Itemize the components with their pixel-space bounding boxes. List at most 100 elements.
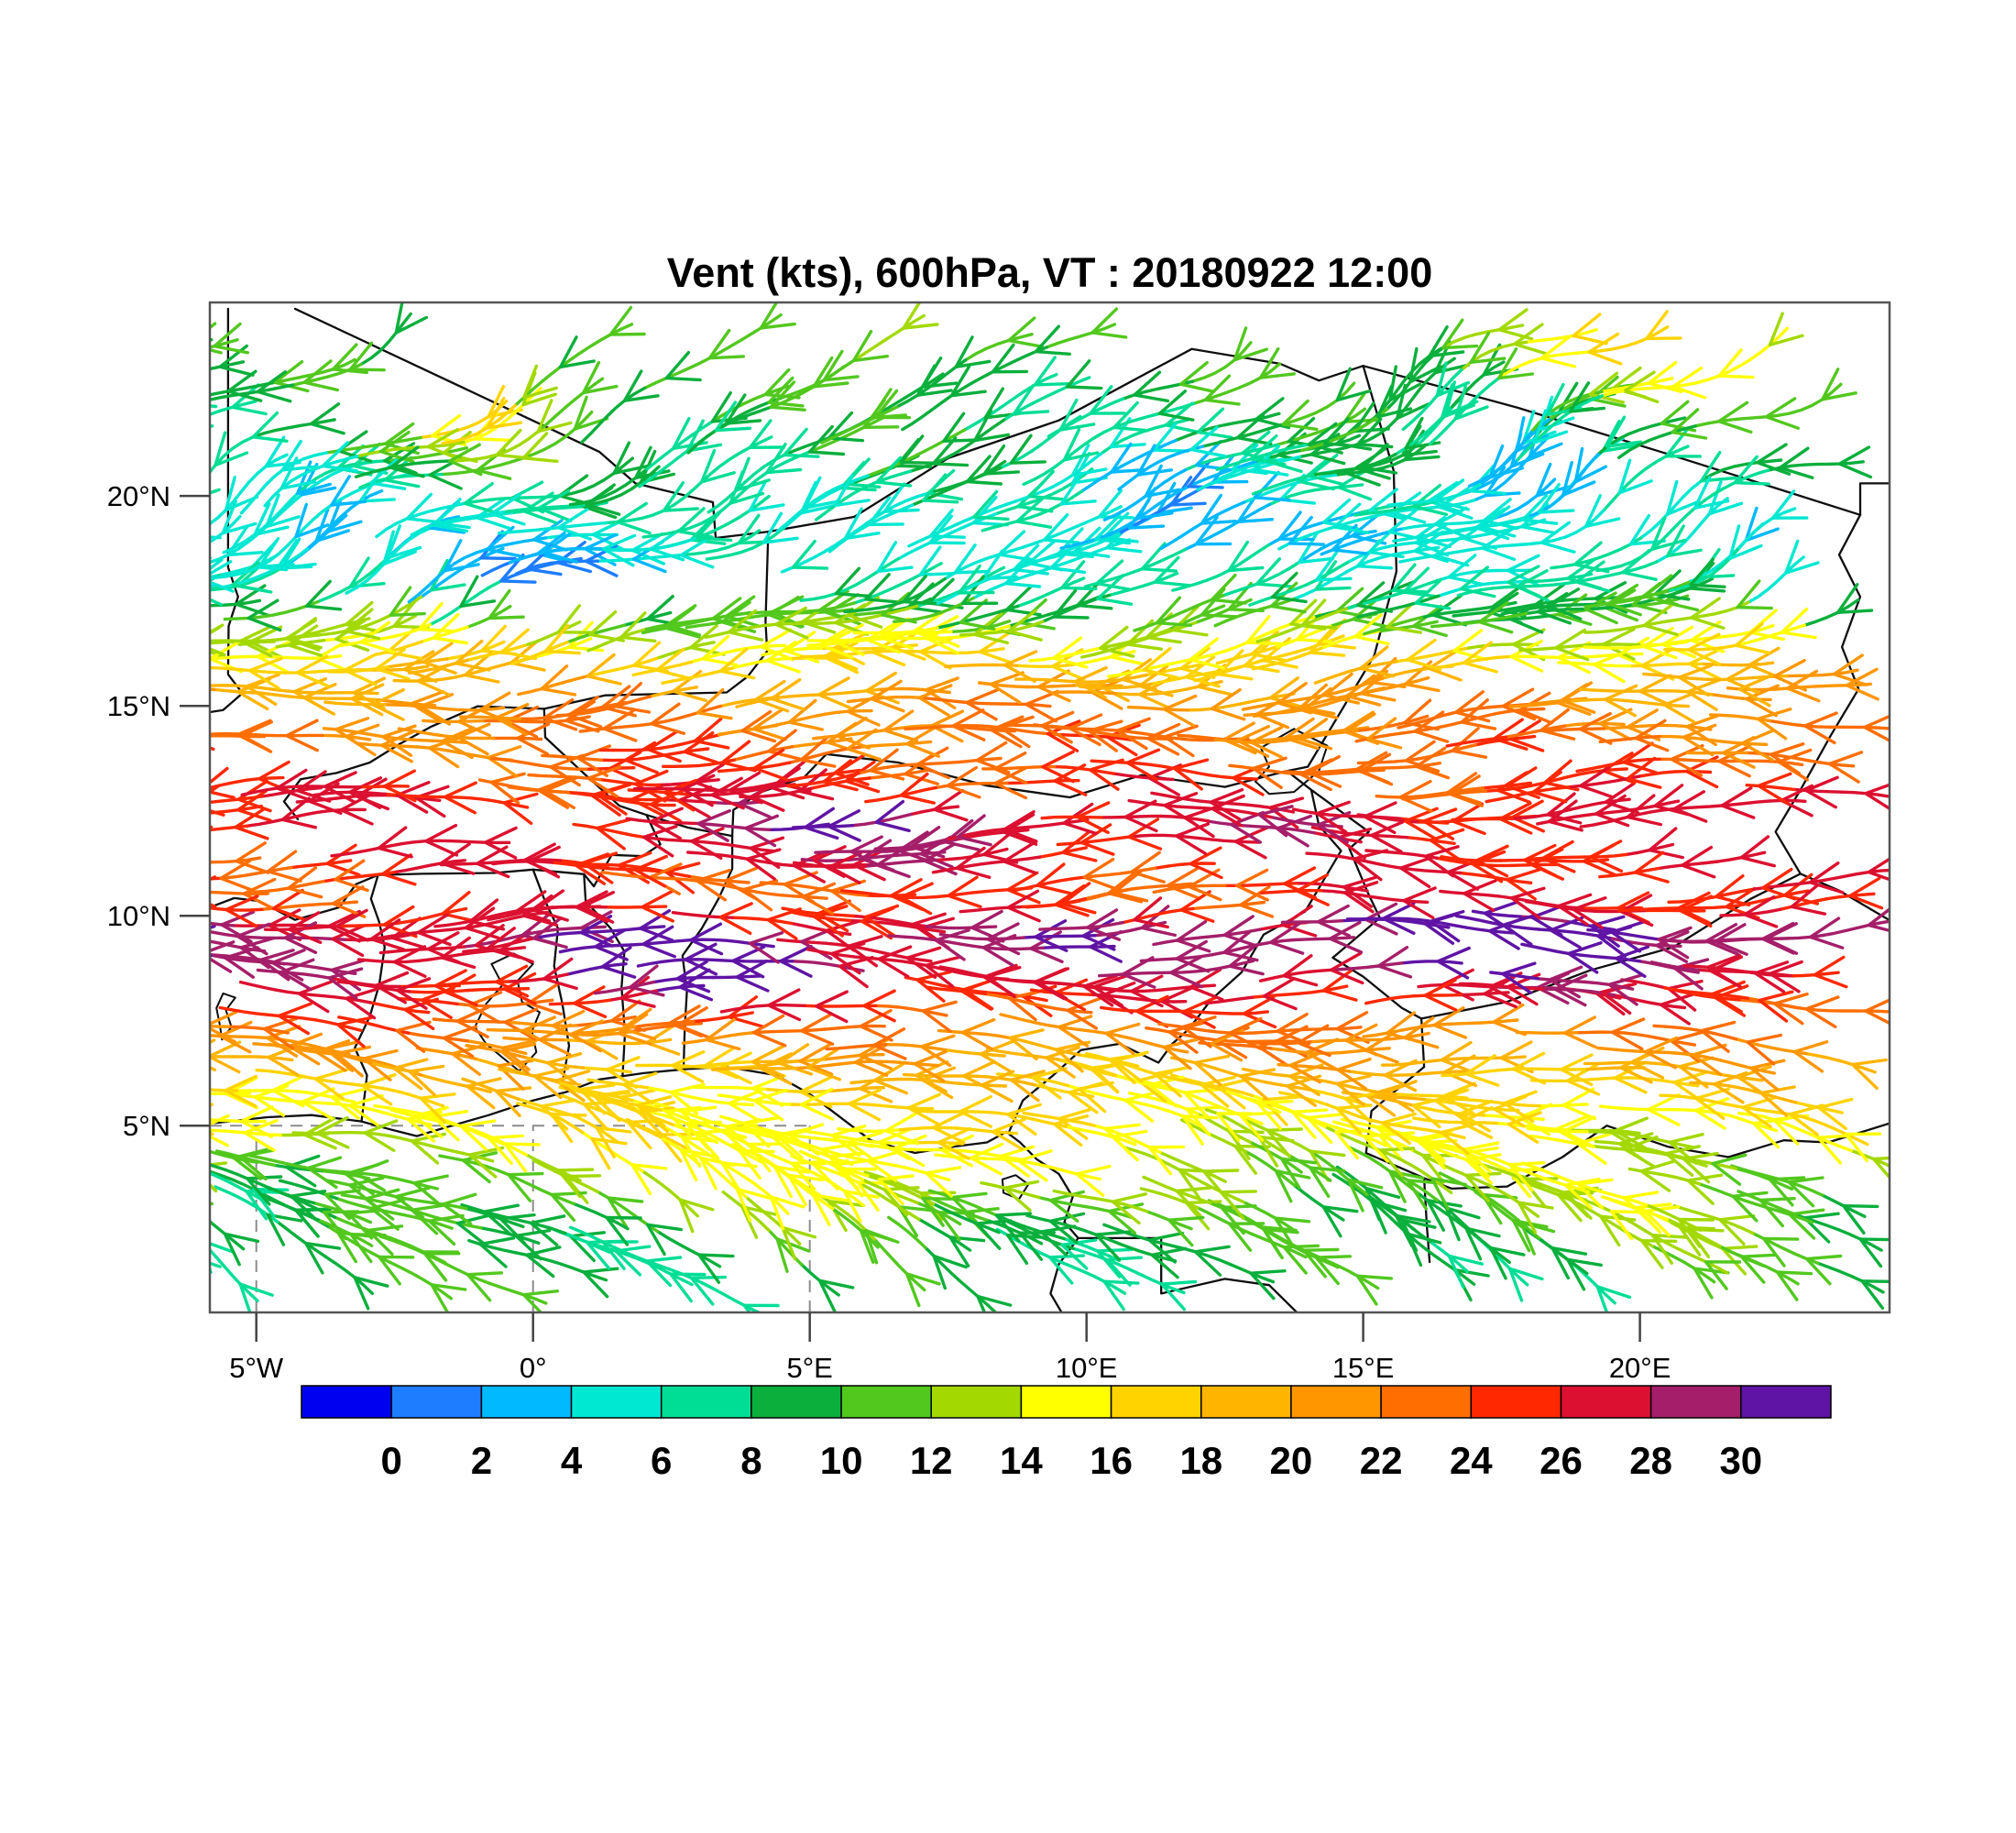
barb-chevron — [955, 846, 992, 879]
barb-chevron — [210, 1134, 212, 1137]
barb-chevron — [1507, 1161, 1546, 1192]
barb-chevron — [529, 1214, 566, 1246]
wind-barb — [1362, 1003, 1527, 1044]
barb-chevron — [169, 1089, 200, 1118]
wind-barb — [441, 305, 646, 445]
wind-barb — [1442, 1087, 1596, 1124]
barb-chevron — [363, 1119, 399, 1152]
barb-chevron — [334, 717, 370, 750]
barb-chevron — [1342, 875, 1378, 908]
barb-chevron — [148, 435, 179, 468]
wind-barb — [1300, 308, 1534, 453]
wind-barb — [1672, 1204, 1890, 1310]
barb-chevron — [1350, 512, 1387, 545]
barb-chevron — [304, 1241, 342, 1275]
barb-chevron — [1315, 800, 1351, 834]
barb-chevron — [90, 404, 120, 437]
barb-chevron — [1256, 1099, 1294, 1131]
barb-chevron — [1110, 442, 1147, 474]
barb-chevron — [330, 475, 367, 507]
barb-chevron — [924, 955, 961, 988]
barb-chevron — [1595, 1285, 1632, 1312]
barb-chevron — [846, 728, 882, 762]
barb-chevron — [1343, 1023, 1378, 1057]
barb-chevron — [81, 805, 112, 834]
barb-chevron — [111, 644, 143, 674]
barb-chevron — [367, 1224, 404, 1257]
barb-chevron — [1788, 1208, 1825, 1240]
barb-chevron — [210, 825, 214, 829]
barb-chevron — [1227, 581, 1265, 612]
barb-chevron — [1142, 646, 1178, 679]
barb-chevron — [521, 1015, 556, 1049]
barb-chevron — [1509, 640, 1544, 673]
wind-barb — [408, 604, 594, 675]
wind-barb — [1382, 1125, 1601, 1210]
barb-chevron — [1189, 425, 1226, 458]
barb-chevron — [1352, 596, 1388, 629]
barb-chevron — [1090, 677, 1125, 710]
barb-chevron — [994, 1212, 1032, 1243]
barb-chevron — [1624, 370, 1660, 404]
barb-chevron — [793, 851, 827, 884]
barb-chevron — [556, 508, 592, 541]
barb-chevron — [161, 1040, 192, 1070]
barb-chevron — [1429, 828, 1465, 862]
barb-chevron — [766, 907, 802, 940]
barb-chevron — [1633, 851, 1670, 884]
barb-chevron — [1262, 1095, 1299, 1126]
wind-barb — [1098, 943, 1265, 989]
barb-chevron — [1386, 1011, 1422, 1044]
barb-chevron — [542, 531, 578, 564]
barb-chevron — [1448, 774, 1484, 807]
barb-chevron — [323, 771, 357, 804]
barb-chevron — [1367, 527, 1405, 559]
barb-chevron — [273, 360, 310, 393]
barb-chevron — [787, 698, 824, 731]
wind-barb — [1012, 846, 1223, 895]
barb-chevron — [37, 1103, 69, 1132]
barb-chevron — [396, 977, 432, 1010]
barb-chevron — [1012, 543, 1049, 576]
wind-barb — [959, 555, 1190, 642]
barb-chevron — [578, 1083, 616, 1115]
wind-barb — [278, 1179, 465, 1246]
y-tick-label: 5°N — [123, 1110, 170, 1142]
x-tick-label: 0° — [520, 1352, 547, 1384]
barb-chevron — [993, 766, 1028, 800]
barb-chevron — [586, 764, 622, 798]
barb-chevron — [856, 1180, 893, 1212]
barb-chevron — [817, 1279, 855, 1312]
barb-chevron — [866, 1149, 903, 1182]
barb-chevron — [867, 496, 904, 527]
barb-chevron — [334, 619, 370, 653]
barb-chevron — [1687, 1227, 1725, 1258]
barb-chevron — [542, 776, 578, 809]
barb-chevron — [272, 888, 308, 922]
barb-chevron — [1720, 786, 1756, 819]
barb-chevron — [488, 588, 525, 620]
barb-chevron — [586, 653, 622, 686]
barb-chevron — [875, 456, 913, 488]
barb-chevron — [1307, 422, 1343, 455]
barb-chevron — [1343, 1092, 1381, 1124]
barb-chevron — [701, 634, 739, 667]
wind-barb — [1258, 946, 1471, 987]
barb-chevron — [679, 535, 715, 569]
barb-chevron — [93, 1176, 126, 1207]
barb-chevron — [621, 1071, 658, 1105]
barb-chevron — [1406, 638, 1442, 672]
barb-chevron — [210, 1202, 214, 1206]
barb-chevron — [1845, 667, 1879, 701]
barb-chevron — [590, 1136, 628, 1170]
wind-barb — [814, 813, 1038, 869]
barb-chevron — [942, 412, 980, 443]
barb-chevron — [949, 365, 987, 398]
barb-chevron — [1147, 1231, 1185, 1264]
barb-chevron — [812, 356, 849, 389]
wind-barb — [210, 343, 368, 409]
barb-chevron — [1287, 515, 1326, 546]
barb-chevron — [1489, 1246, 1526, 1280]
barb-chevron — [210, 766, 236, 799]
wind-barb — [0, 853, 168, 897]
